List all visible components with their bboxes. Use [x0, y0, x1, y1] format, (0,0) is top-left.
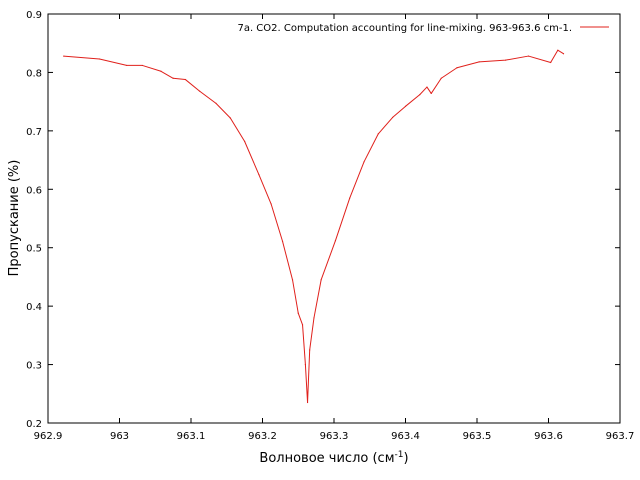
x-tick-label: 963.2 [248, 431, 277, 442]
data-point [291, 279, 294, 281]
x-tick-label: 963.3 [320, 431, 349, 442]
data-point [215, 102, 217, 104]
legend: 7a. CO2. Computation accounting for line… [237, 23, 609, 34]
y-axis-title: Пропускание (%) [7, 160, 22, 277]
data-point [172, 77, 174, 79]
y-tick-label: 0.5 [26, 244, 42, 255]
data-point [184, 78, 186, 81]
data-point [281, 240, 284, 242]
x-tick-label: 963.7 [606, 431, 635, 442]
data-point [419, 94, 421, 96]
data-point [349, 197, 351, 199]
x-axis-title-main: Волновое число (см [259, 451, 394, 466]
series-line [63, 49, 564, 404]
data-point [141, 64, 143, 67]
data-point [505, 59, 507, 61]
data-point [126, 64, 128, 67]
data-point [306, 401, 309, 404]
y-tick-label: 0.6 [26, 185, 42, 196]
data-point [334, 240, 337, 242]
data-point [304, 363, 306, 366]
x-tick-label: 963.1 [177, 431, 206, 442]
data-point [98, 58, 101, 60]
y-tick-label: 0.2 [26, 419, 42, 430]
x-tick-label: 963 [110, 431, 129, 442]
x-tick-label: 963.4 [391, 431, 420, 442]
data-point [404, 105, 407, 107]
y-tick-label: 0.8 [26, 68, 42, 79]
legend-label: 7a. CO2. Computation accounting for line… [237, 23, 572, 34]
y-tick-label: 0.7 [26, 127, 42, 138]
data-point [562, 53, 565, 55]
x-axis-title-suffix: ) [403, 451, 408, 466]
data-point [309, 349, 311, 351]
data-point [550, 61, 552, 64]
y-tick-label: 0.3 [26, 361, 42, 372]
data-point [313, 317, 315, 319]
data-point [258, 174, 260, 176]
data-point [392, 116, 394, 119]
data-point [301, 324, 304, 326]
x-tick-label: 963.5 [463, 431, 492, 442]
data-point [430, 92, 432, 95]
x-axis-title-superscript: -1 [395, 450, 404, 460]
data-point [527, 55, 530, 57]
data-point [270, 203, 272, 205]
series-layer [63, 49, 565, 404]
y-tick-label: 0.4 [26, 302, 42, 313]
data-point [456, 67, 458, 69]
data-point [440, 77, 442, 79]
x-tick-label: 963.6 [534, 431, 563, 442]
plot-frame [47, 13, 621, 424]
x-axis-title: Волновое число (см-1) [259, 450, 408, 466]
data-point [244, 140, 246, 142]
data-point [363, 161, 365, 163]
data-point [557, 49, 559, 51]
data-point [160, 70, 162, 72]
data-point [426, 86, 428, 88]
data-point [63, 55, 65, 57]
data-point [320, 279, 322, 281]
data-point [478, 61, 480, 63]
x-tick-label: 962.9 [34, 431, 63, 442]
y-tick-label: 0.9 [26, 10, 42, 21]
data-point [377, 133, 379, 135]
data-point [297, 312, 299, 314]
data-point [198, 90, 201, 92]
ticks-layer: 962.9 963 963.1 963.2 963.3 963.4 963.5 963.6 96… [26, 10, 634, 442]
data-point [229, 117, 231, 119]
